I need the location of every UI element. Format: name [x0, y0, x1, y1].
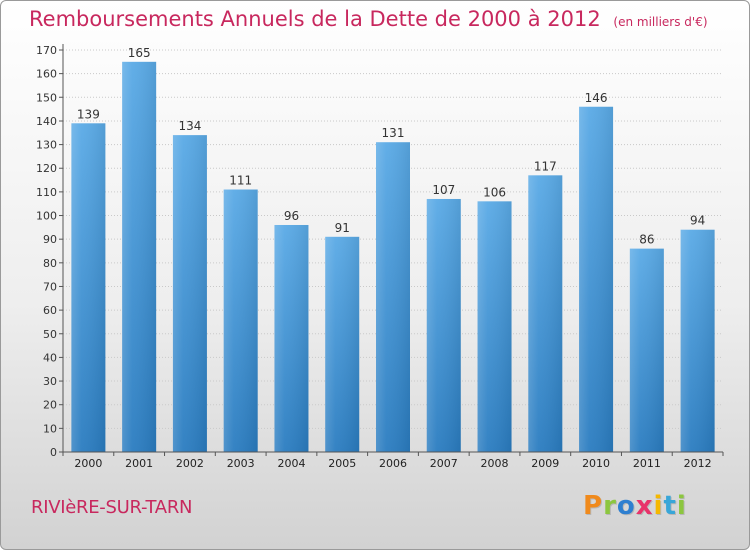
data-label: 91 [335, 221, 350, 235]
x-tick-label: 2003 [227, 457, 255, 470]
y-tick-label: 60 [43, 304, 57, 317]
bar-shine [579, 106, 614, 453]
x-tick-label: 2005 [328, 457, 356, 470]
y-tick-label: 130 [36, 139, 57, 152]
x-tick-label: 2008 [481, 457, 509, 470]
y-tick-label: 150 [36, 91, 57, 104]
data-label: 106 [483, 185, 506, 199]
bar-shine [426, 198, 461, 452]
logo-letter: t [663, 491, 677, 521]
y-tick-label: 0 [50, 446, 57, 459]
x-tick-label: 2000 [74, 457, 102, 470]
x-tick-label: 2001 [125, 457, 153, 470]
bar-shine [629, 248, 664, 452]
data-label: 107 [432, 183, 455, 197]
logo-letter: P [583, 491, 604, 521]
data-labels: 139 165 134 111 96 91 131 107 106 117 146 86 94 [77, 46, 705, 247]
y-tick-label: 120 [36, 162, 57, 175]
bar-shine [223, 189, 258, 453]
bar-shine [172, 135, 207, 453]
data-label: 86 [639, 233, 654, 247]
bar-shine [477, 201, 512, 452]
data-label: 111 [229, 174, 252, 188]
x-tick-label: 2009 [531, 457, 559, 470]
logo-letter: i [653, 491, 664, 521]
y-axis-ticks: 0 10 20 30 40 50 60 70 80 90 100 110 120 130 140 150 160… [36, 44, 63, 459]
data-label: 94 [690, 214, 705, 228]
bar-shine [274, 224, 309, 452]
y-tick-label: 160 [36, 68, 57, 81]
y-tick-label: 80 [43, 257, 57, 270]
data-label: 117 [534, 159, 557, 173]
proxiti-logo: Proxiti [583, 491, 687, 521]
bar-shine [122, 61, 157, 453]
chart-title-text: Remboursements Annuels de la Dette de 20… [29, 7, 601, 31]
x-tick-label: 2006 [379, 457, 407, 470]
y-tick-label: 30 [43, 375, 57, 388]
x-tick-label: 2011 [633, 457, 661, 470]
y-tick-label: 70 [43, 280, 57, 293]
y-tick-label: 50 [43, 328, 57, 341]
y-tick-label: 170 [36, 44, 57, 57]
data-label: 96 [284, 209, 299, 223]
logo-letter: x [635, 491, 654, 521]
x-tick-label: 2004 [277, 457, 305, 470]
chart-title: Remboursements Annuels de la Dette de 20… [29, 7, 708, 31]
data-label: 165 [128, 46, 151, 60]
axes [62, 44, 723, 453]
bar-shine [376, 142, 410, 453]
logo-letter: i [676, 491, 687, 521]
data-label: 146 [585, 91, 608, 105]
y-tick-label: 10 [43, 422, 57, 435]
x-axis-ticks: 2000 2001 2002 2003 2004 2005 2006 2007 2008 2009… [62, 452, 724, 470]
data-label: 131 [382, 126, 405, 140]
bars [71, 61, 715, 453]
x-tick-label: 2010 [582, 457, 610, 470]
chart-unit: (en milliers d'€) [613, 15, 708, 29]
commune-name: RIVIèRE-SUR-TARN [31, 497, 193, 518]
data-label: 134 [178, 119, 201, 133]
bar-shine [528, 175, 563, 452]
logo-letter: o [616, 491, 636, 521]
data-label: 139 [77, 107, 100, 121]
logo-letter: r [603, 491, 617, 521]
y-tick-label: 100 [36, 210, 57, 223]
x-tick-label: 2007 [430, 457, 458, 470]
y-tick-label: 90 [43, 233, 57, 246]
bar-shine [71, 123, 106, 453]
x-tick-label: 2002 [176, 457, 204, 470]
y-tick-label: 20 [43, 399, 57, 412]
y-tick-label: 40 [43, 351, 57, 364]
x-tick-label: 2012 [684, 457, 712, 470]
y-tick-label: 140 [36, 115, 57, 128]
bar-shine [325, 236, 360, 452]
bar-shine [680, 229, 715, 452]
y-tick-label: 110 [36, 186, 57, 199]
